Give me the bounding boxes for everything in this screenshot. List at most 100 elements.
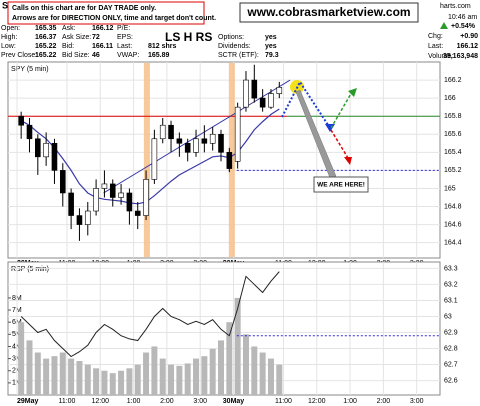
candle-body	[218, 133, 224, 153]
y2-tick-label: 62.6	[444, 377, 458, 384]
x-tick-label: 3:00	[193, 398, 207, 405]
volume-bar	[193, 358, 200, 395]
quote-label: Ask:	[62, 25, 76, 32]
callout: WE ARE HERE!	[317, 182, 365, 189]
volume-bar	[176, 365, 183, 395]
trend-line	[103, 79, 291, 194]
note-line: Calls on this chart are for DAY TRADE on…	[12, 5, 156, 12]
y2-tick-label: 63.1	[444, 297, 458, 304]
volume-bar	[226, 322, 233, 395]
arrow-head	[344, 157, 352, 165]
x-tick-label: 29May	[17, 398, 39, 405]
quote-label: P/E:	[117, 25, 130, 32]
volume-bar	[143, 352, 150, 395]
candle-body	[18, 115, 24, 126]
x-tick-label: 30May	[223, 398, 245, 405]
volume-bar	[184, 363, 191, 395]
y-tick-label: 165.6	[444, 131, 462, 138]
quote-time: 10:46 am	[448, 14, 477, 21]
y-tick-label: 165	[444, 185, 456, 192]
quote-label: Open:	[1, 25, 20, 32]
candle-body	[168, 124, 174, 140]
quote-label: Chg:	[428, 33, 443, 40]
quote-label: Last:	[428, 43, 443, 50]
callout-arrow	[295, 89, 337, 179]
volume-bar	[259, 352, 266, 395]
volume-bar	[84, 364, 91, 395]
volume-bar	[68, 358, 75, 395]
y-tick-label: 165.8	[444, 113, 462, 120]
y2-tick-label: 63.2	[444, 281, 458, 288]
quote-label: High:	[1, 34, 17, 41]
y-tick-label: 166.2	[444, 77, 462, 84]
quote-label: Prev Close:	[1, 52, 37, 59]
volume-bar	[242, 334, 249, 395]
up-arrow	[330, 91, 353, 129]
volume-bar	[51, 356, 58, 395]
candle-body	[243, 79, 249, 108]
quote-value: 166.12	[92, 25, 114, 32]
volume-bar	[43, 358, 50, 395]
quote-value: yes	[265, 43, 277, 50]
volume-bar	[59, 352, 66, 395]
volume-bar	[126, 368, 133, 395]
quote-label: Dividends:	[218, 43, 251, 50]
highlight-band	[143, 63, 150, 257]
quote-label: Low:	[1, 43, 16, 50]
quote-value: 812 shrs	[148, 43, 177, 50]
x-tick-label: 2:00	[160, 398, 174, 405]
candle-body	[76, 215, 83, 225]
y2-tick-label: 62.9	[444, 329, 458, 336]
y2-tick-label: 63.3	[444, 265, 458, 272]
panel-title: RSP (5 min)	[11, 266, 49, 273]
ticker-initial: S	[2, 0, 8, 10]
x-tick-label: 3:00	[410, 398, 424, 405]
y-tick-label: 166	[444, 95, 456, 102]
quote-value: 166.11	[92, 43, 113, 50]
candle-body	[159, 124, 166, 140]
pattern-label: LS H RS	[165, 30, 212, 44]
quote-value: 79.3	[265, 52, 279, 59]
y-tick-label: 165.2	[444, 167, 462, 174]
candle-body	[59, 170, 66, 194]
candle-body	[193, 138, 199, 153]
x-tick-label: 1:00	[343, 398, 357, 405]
x-tick-label: 1:00	[127, 398, 141, 405]
y2-tick-label: 62.8	[444, 345, 458, 352]
quote-label: SCTR (ETF):	[218, 52, 259, 59]
quote-label: Ask Size:	[62, 34, 91, 41]
y-tick-label: 164.4	[444, 239, 462, 246]
volume-bar	[159, 358, 166, 395]
quote-label: EPS:	[117, 34, 133, 41]
candle-body	[35, 138, 41, 158]
down-arrow	[330, 129, 349, 159]
quote-value: 166.37	[35, 34, 57, 41]
candle-body	[26, 124, 33, 140]
volume-bar	[101, 370, 108, 395]
quote-value: 46	[92, 52, 100, 59]
panel	[7, 61, 441, 259]
site-corner: harts.com	[440, 3, 471, 10]
quote-value: 72	[92, 34, 100, 41]
candle-body	[201, 138, 208, 144]
y-tick-label: 164.8	[444, 203, 462, 210]
candle-body	[43, 142, 49, 158]
candle-body	[109, 183, 116, 198]
x-tick-label: 2:00	[377, 398, 391, 405]
volume-bar	[201, 356, 208, 395]
candle-body	[51, 142, 58, 171]
candle-body	[268, 93, 274, 108]
volume-bar	[251, 346, 258, 395]
candle-body	[118, 192, 124, 198]
x-tick-label: 11:00	[275, 398, 292, 405]
volume-bar	[76, 361, 83, 395]
y2-tick-label: 62.7	[444, 361, 458, 368]
site-box	[239, 2, 419, 23]
quote-value: 165.22	[35, 43, 57, 50]
note-line: Arrows are for DIRECTION ONLY, time and …	[12, 15, 216, 22]
direction-arrow	[281, 80, 331, 129]
quote-value: 165.35	[35, 25, 57, 32]
candle-body	[93, 188, 99, 212]
x-tick-label: 12:00	[91, 398, 109, 405]
